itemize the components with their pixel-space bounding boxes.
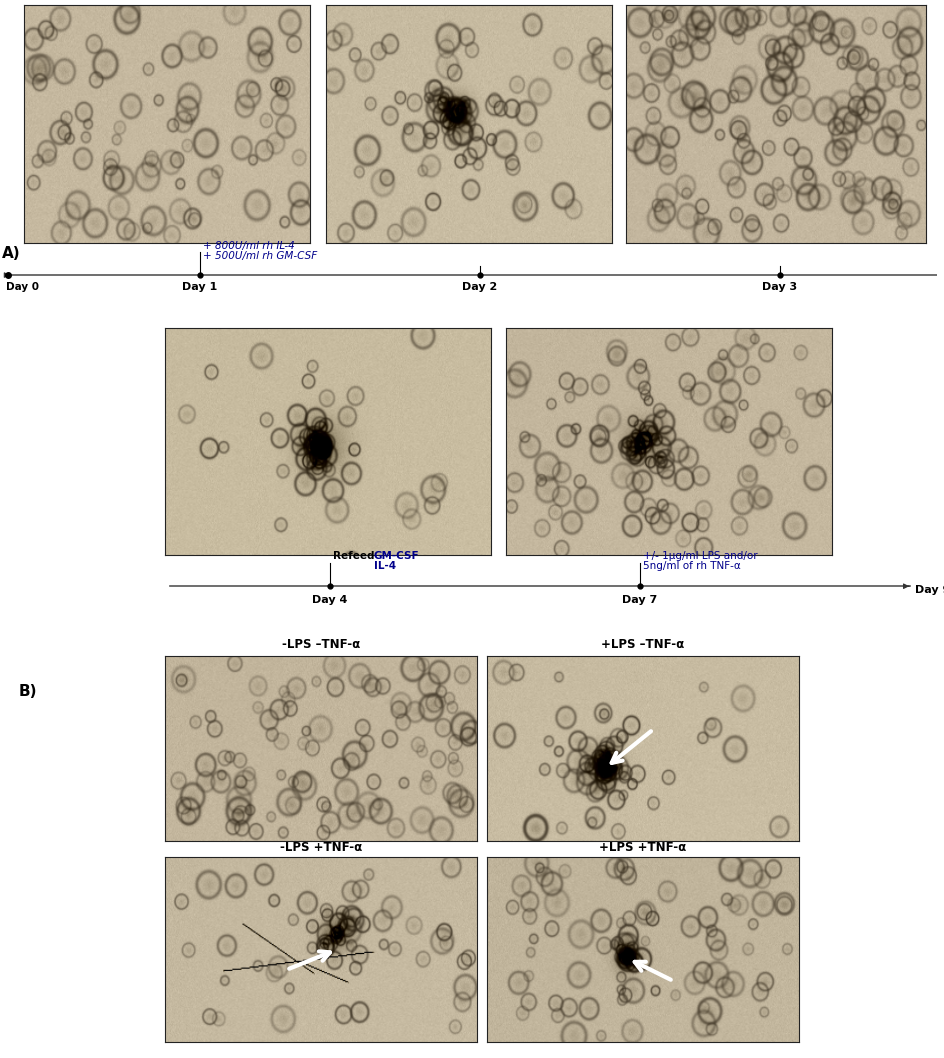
Text: Day 0: Day 0	[6, 281, 39, 292]
Text: Day 9: Day 9	[914, 585, 944, 595]
Text: GM-CSF: GM-CSF	[374, 551, 419, 561]
Text: +LPS +TNF-α: +LPS +TNF-α	[598, 841, 685, 854]
Text: Day 1: Day 1	[182, 281, 217, 292]
Text: -LPS +TNF-α: -LPS +TNF-α	[279, 841, 362, 854]
Text: -LPS –TNF-α: -LPS –TNF-α	[282, 638, 360, 651]
Text: Day 4: Day 4	[312, 596, 347, 605]
Text: + 800U/ml rh IL-4: + 800U/ml rh IL-4	[203, 241, 295, 252]
Text: 5ng/ml of rh TNF-α: 5ng/ml of rh TNF-α	[642, 562, 740, 571]
Text: +/- 1μg/ml LPS and/or: +/- 1μg/ml LPS and/or	[642, 551, 757, 561]
Text: IL-4: IL-4	[374, 562, 396, 571]
Text: + 500U/ml rh GM-CSF: + 500U/ml rh GM-CSF	[203, 252, 317, 261]
Text: Refeed: Refeed	[332, 551, 378, 561]
Text: A): A)	[2, 245, 21, 260]
Text: Day 7: Day 7	[622, 596, 657, 605]
Text: +LPS –TNF-α: +LPS –TNF-α	[600, 638, 683, 651]
Text: B): B)	[19, 683, 38, 698]
Text: Day 3: Day 3	[762, 281, 797, 292]
Text: Day 2: Day 2	[462, 281, 497, 292]
